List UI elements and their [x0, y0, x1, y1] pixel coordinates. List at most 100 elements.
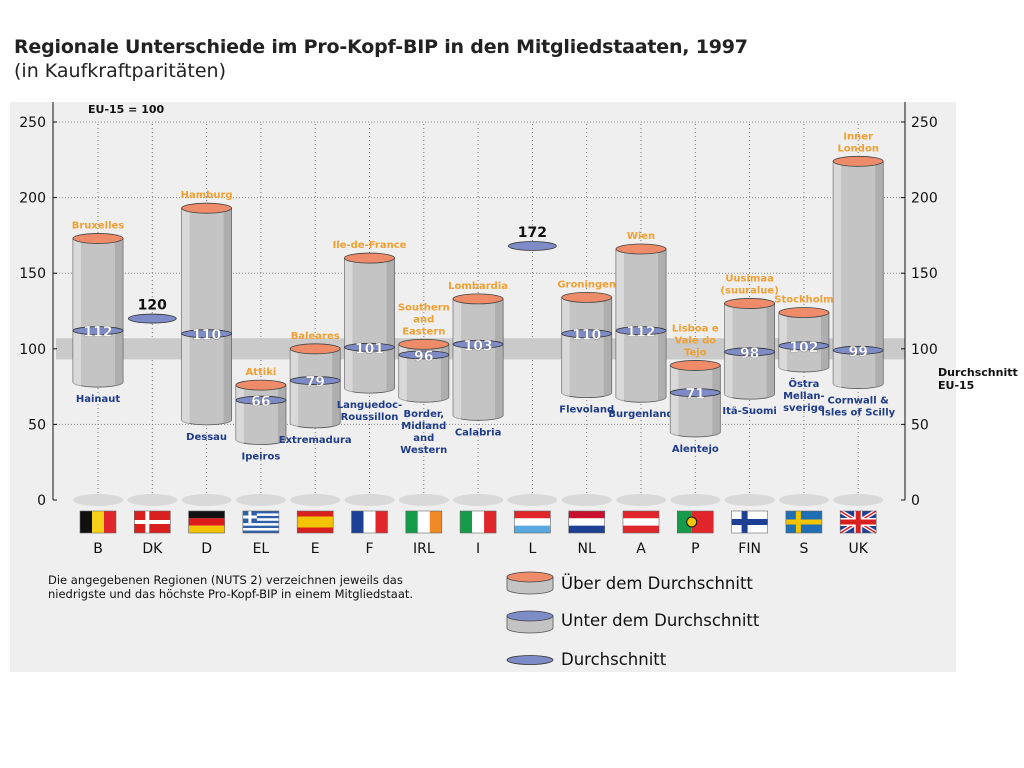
average-ring	[181, 329, 233, 339]
grid-layer	[56, 121, 905, 506]
cylinder-i: 103 Lombardia Calabria	[448, 281, 508, 438]
flag-nl	[568, 510, 606, 534]
bars-layer: 112 Bruxelles Hainaut 120 110 Hamburg Dessau 66…	[72, 131, 896, 462]
country-base-disk	[778, 494, 829, 506]
average-value-label: 96	[414, 349, 433, 365]
average-ring	[615, 326, 667, 336]
average-value-label: 172	[518, 225, 547, 241]
country-code-label: L	[528, 541, 536, 557]
top-disk	[452, 293, 504, 305]
high-region-label: Inner	[843, 131, 873, 142]
country-code-label: F	[365, 541, 373, 557]
country-code-label: UK	[848, 541, 868, 557]
country-base-disk	[616, 494, 666, 506]
country-code-label: A	[636, 541, 646, 557]
y-tick-label-left: 50	[28, 417, 46, 433]
average-value-label: 112	[626, 325, 655, 341]
country-code-label: NL	[578, 541, 596, 557]
top-disk	[235, 379, 287, 391]
cylinder-el: 66 Attiki Ipeiros	[235, 367, 287, 463]
flag-stripe	[568, 511, 605, 519]
axis-layer: 0 0 50 50 100 100 150 150 200 200 250 250 EU-15 = 10…	[19, 102, 1018, 509]
cylinder-highlight	[561, 297, 570, 397]
high-region-label: Groningen	[557, 279, 616, 290]
legend-cylinder-top	[506, 610, 554, 622]
high-region-label: Wien	[627, 231, 655, 242]
flag-border	[731, 510, 768, 534]
flag-stripe	[242, 523, 279, 526]
country-code-label: IRL	[413, 541, 435, 557]
legend-label-below: Unter dem Durchschnitt	[561, 611, 760, 630]
average-ring	[561, 329, 613, 339]
country-base-disk	[290, 494, 341, 506]
cylinder-highlight	[235, 385, 244, 444]
flag-dk	[134, 510, 171, 534]
flag-fin	[731, 510, 768, 534]
country-base-disk	[73, 494, 123, 506]
y-tick-label-right: 200	[911, 191, 938, 207]
low-region-label: Burgenland	[608, 409, 673, 420]
flag-stripe	[80, 511, 92, 533]
flag-stripe	[429, 511, 442, 533]
flag-stripe	[242, 518, 279, 521]
country-code-label: D	[201, 541, 212, 557]
high-region-label: Ile-de-France	[333, 240, 407, 251]
low-region-label: sverige	[783, 403, 825, 414]
low-region-label: Midland	[401, 421, 446, 432]
flag-stripe	[785, 519, 822, 525]
flag-d	[188, 510, 225, 534]
flag-stripe	[242, 520, 279, 524]
cylinder-highlight	[398, 344, 407, 402]
country-base-disk	[181, 494, 232, 506]
average-value-label: 79	[305, 375, 324, 391]
chart-title: Regionale Unterschiede im Pro-Kopf-BIP i…	[14, 36, 748, 58]
cylinder-f: 101 Ile-de-France Languedoc-Roussillon	[333, 240, 407, 423]
cylinder-highlight	[833, 161, 842, 388]
flag-border	[839, 510, 877, 534]
flag-stripe	[691, 511, 714, 533]
flag-l	[514, 510, 551, 534]
flag-stripe	[623, 525, 659, 533]
high-region-label: (suuralue)	[720, 285, 778, 296]
average-band-label: Durchschnitt	[938, 366, 1018, 379]
average-ring	[724, 347, 775, 357]
flag-border	[568, 510, 606, 534]
average-value-label: 98	[740, 346, 759, 362]
country-code-label: FIN	[738, 541, 761, 557]
flag-stripe	[297, 516, 334, 528]
legend-layer: Die angegebenen Regionen (NUTS 2) verzei…	[48, 571, 760, 669]
y-tick-label-right: 50	[911, 417, 929, 433]
baseline-note: EU-15 = 100	[88, 103, 165, 116]
flag-stripe	[242, 525, 279, 529]
average-disk-l: 172	[508, 225, 557, 251]
cylinder-shade	[386, 258, 395, 393]
cylinder-highlight	[344, 258, 353, 393]
country-base-disk	[561, 494, 612, 506]
legend-swatch-average	[506, 655, 554, 665]
cylinder-nl: 110 Groningen Flevoland	[557, 279, 616, 415]
y-tick-label-right: 150	[911, 266, 938, 282]
country-base-disk	[235, 494, 286, 506]
country-code-label: EL	[253, 541, 270, 557]
flag-e	[296, 510, 334, 534]
low-region-label: Isles of Scilly	[821, 408, 895, 419]
flag-b	[79, 510, 117, 534]
top-disk	[669, 360, 721, 371]
flag-stripe	[460, 511, 473, 533]
low-region-label: Western	[400, 445, 447, 456]
cylinder-highlight	[290, 348, 299, 427]
low-region-label: Border,	[403, 409, 444, 420]
top-disk	[398, 338, 450, 350]
average-value-label: 101	[355, 341, 384, 357]
legend-swatch-above	[506, 571, 554, 595]
average-value-label: 112	[83, 325, 112, 341]
cylinder-shade	[332, 348, 341, 427]
flags-layer: B DK D EL E F IRL I L NL A P FIN S UK	[79, 509, 878, 557]
flag-stripe	[134, 520, 171, 524]
low-region-label: Cornwall &	[828, 396, 890, 407]
flag-stripe	[242, 528, 279, 531]
low-region-label: Calabria	[455, 427, 502, 438]
